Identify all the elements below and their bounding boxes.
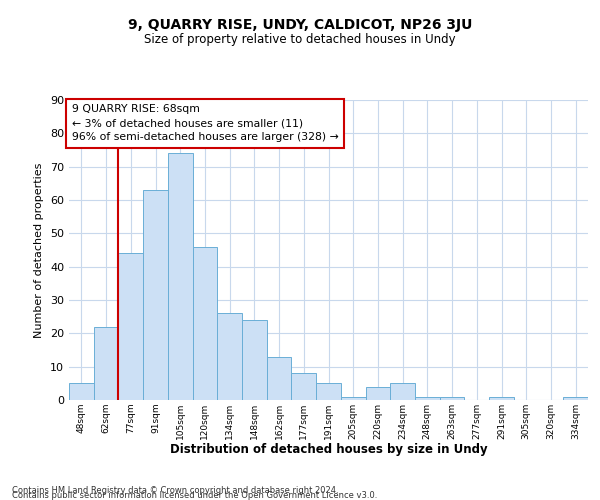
Bar	[242, 320, 267, 400]
Bar	[217, 314, 242, 400]
Text: 9, QUARRY RISE, UNDY, CALDICOT, NP26 3JU: 9, QUARRY RISE, UNDY, CALDICOT, NP26 3JU	[128, 18, 472, 32]
Bar	[168, 154, 193, 400]
Bar	[415, 396, 440, 400]
Bar	[316, 384, 341, 400]
Bar	[489, 396, 514, 400]
Bar	[193, 246, 217, 400]
Bar	[365, 386, 390, 400]
Bar	[390, 384, 415, 400]
Bar	[118, 254, 143, 400]
Bar	[292, 374, 316, 400]
Text: 9 QUARRY RISE: 68sqm
← 3% of detached houses are smaller (11)
96% of semi-detach: 9 QUARRY RISE: 68sqm ← 3% of detached ho…	[71, 104, 338, 142]
Text: Contains public sector information licensed under the Open Government Licence v3: Contains public sector information licen…	[12, 491, 377, 500]
Text: Distribution of detached houses by size in Undy: Distribution of detached houses by size …	[170, 442, 488, 456]
Text: Size of property relative to detached houses in Undy: Size of property relative to detached ho…	[144, 32, 456, 46]
Y-axis label: Number of detached properties: Number of detached properties	[34, 162, 44, 338]
Bar	[440, 396, 464, 400]
Bar	[267, 356, 292, 400]
Bar	[143, 190, 168, 400]
Bar	[341, 396, 365, 400]
Bar	[563, 396, 588, 400]
Bar	[69, 384, 94, 400]
Text: Contains HM Land Registry data © Crown copyright and database right 2024.: Contains HM Land Registry data © Crown c…	[12, 486, 338, 495]
Bar	[94, 326, 118, 400]
